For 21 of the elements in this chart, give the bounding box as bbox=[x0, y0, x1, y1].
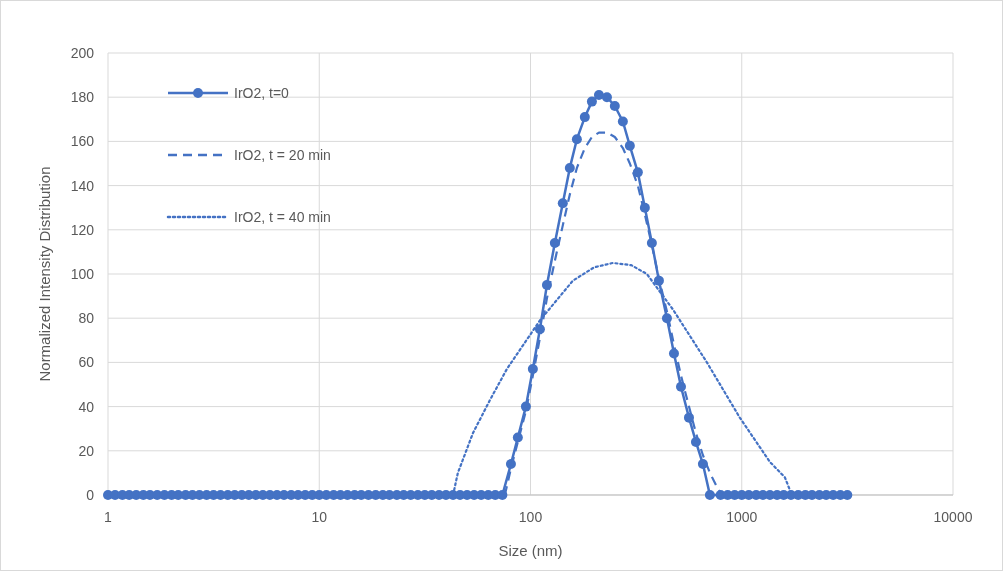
legend-label: IrO2, t = 20 min bbox=[234, 146, 331, 163]
y-tick-label: 140 bbox=[70, 177, 95, 194]
legend-label: IrO2, t=0 bbox=[234, 84, 290, 101]
y-axis-title: Normalized Intensity Distribution bbox=[36, 166, 53, 382]
y-tick-label: 40 bbox=[78, 398, 95, 415]
y-tick-label: 20 bbox=[78, 442, 95, 459]
y-tick-label: 120 bbox=[70, 221, 95, 238]
y-tick-label: 160 bbox=[70, 133, 95, 150]
y-tick-label: 200 bbox=[70, 44, 95, 61]
x-tick-label: 1 bbox=[104, 509, 113, 525]
y-tick-label: 180 bbox=[70, 89, 95, 106]
x-tick-label: 10000 bbox=[933, 509, 973, 525]
x-axis-title: Size (nm) bbox=[498, 542, 563, 559]
y-tick-label: 100 bbox=[70, 265, 95, 282]
y-tick-label: 80 bbox=[78, 310, 95, 327]
legend-label: IrO2, t = 40 min bbox=[234, 208, 331, 225]
x-tick-label: 100 bbox=[518, 509, 543, 525]
y-tick-label: 60 bbox=[78, 354, 95, 371]
x-tick-label: 1000 bbox=[726, 509, 758, 525]
x-tick-label: 10 bbox=[311, 509, 328, 525]
y-tick-label: 0 bbox=[86, 486, 95, 503]
